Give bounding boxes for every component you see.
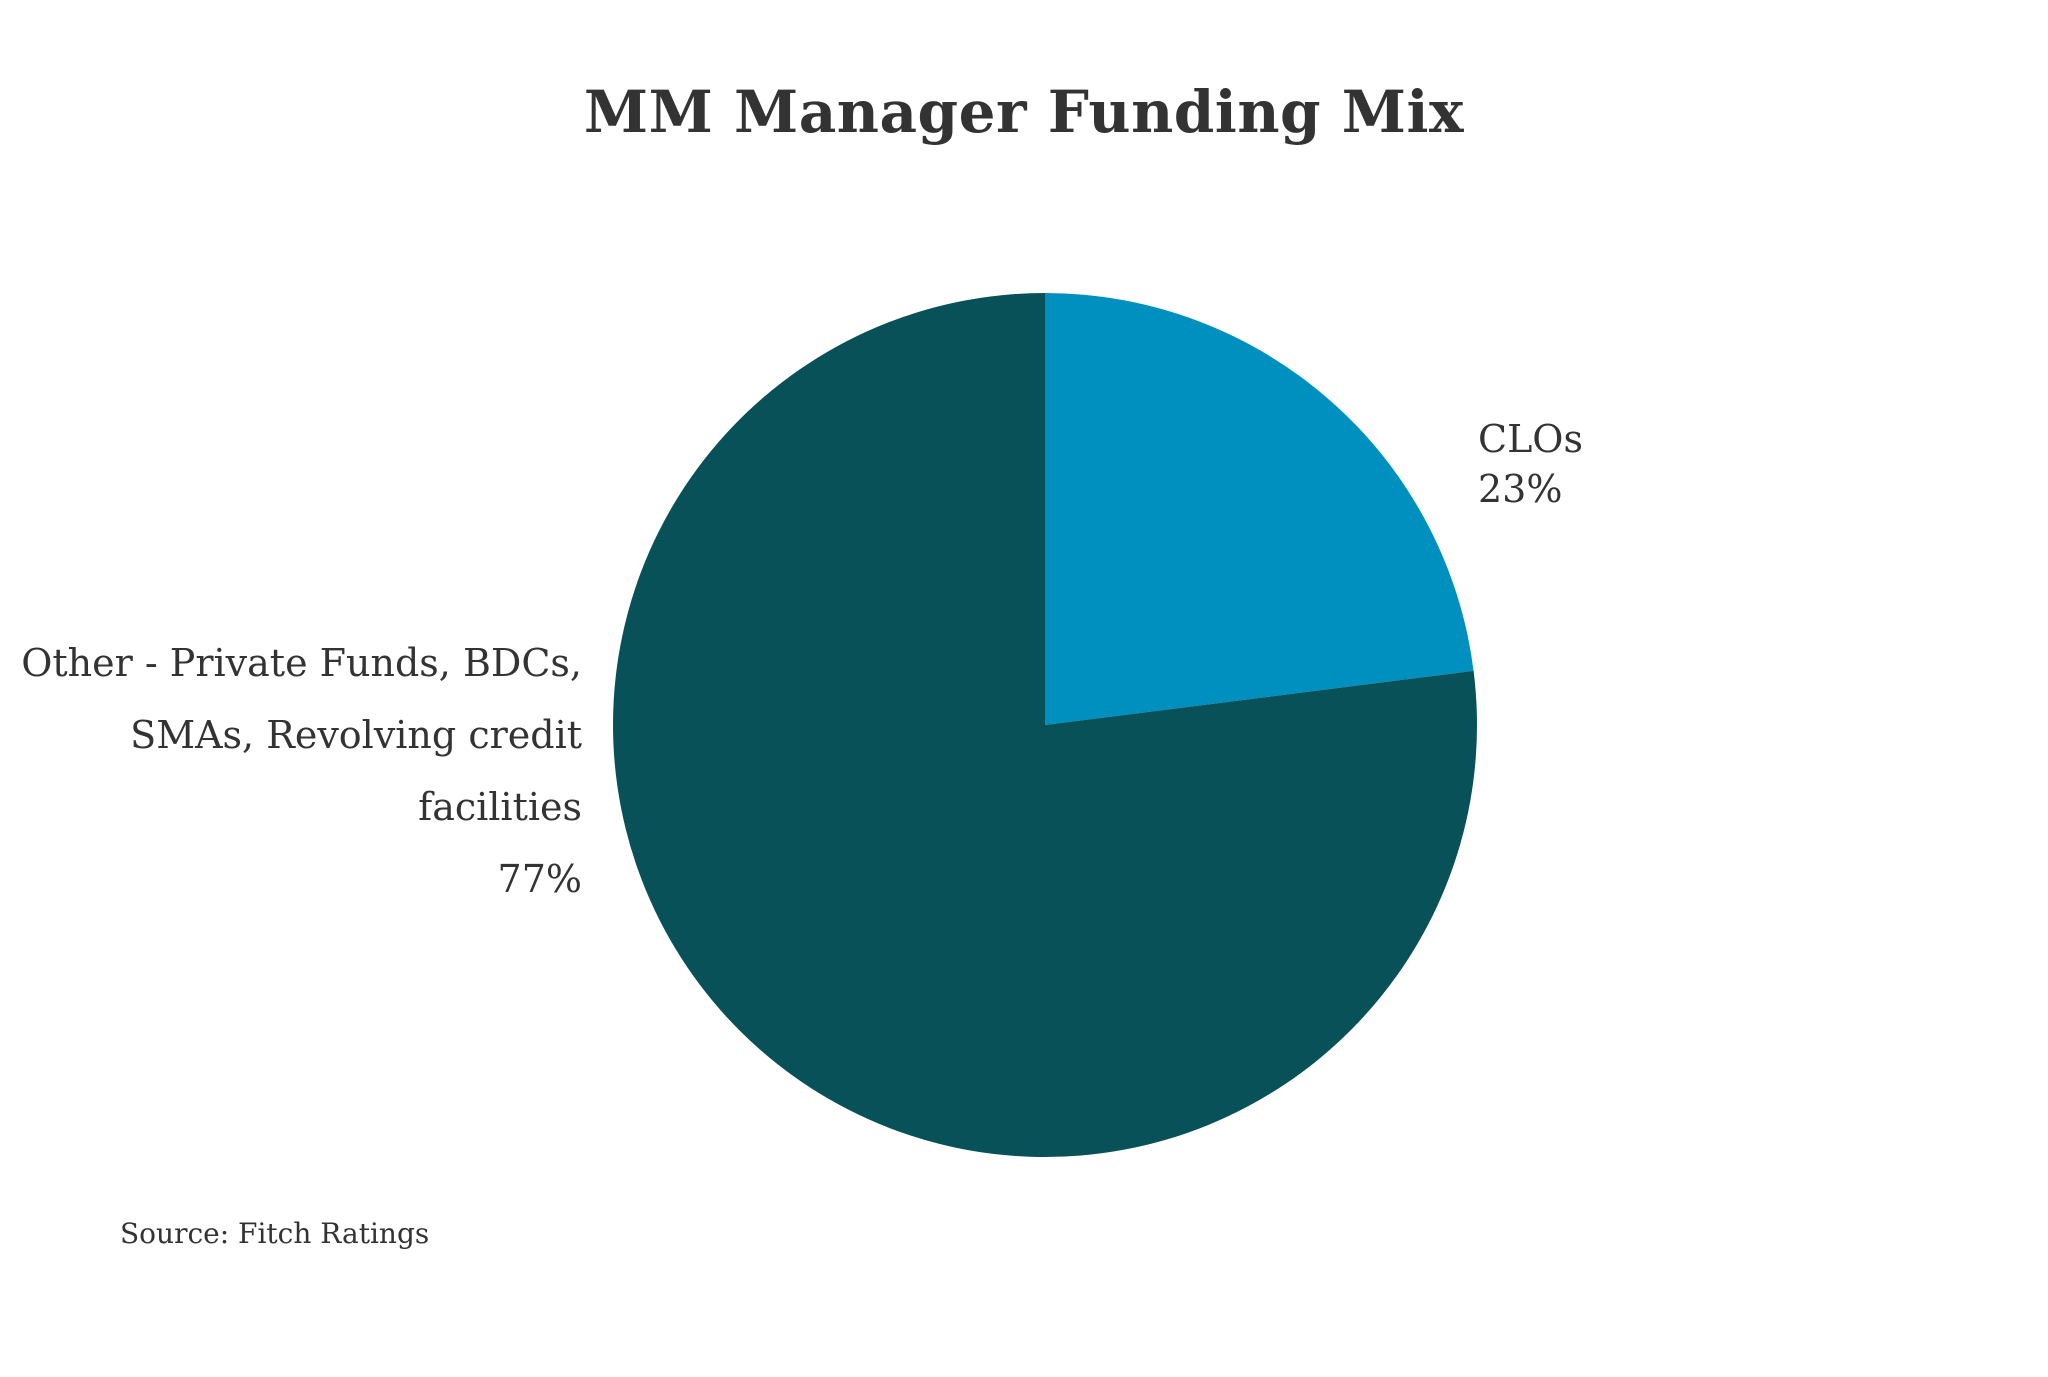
pie-slices: [612, 293, 1477, 1157]
slice-label-clos: CLOs 23%: [1478, 414, 1583, 514]
slice-label-clos-value: 23%: [1478, 467, 1563, 511]
slice-label-other-line-2: SMAs, Revolving credit: [130, 713, 582, 757]
chart-title: MM Manager Funding Mix: [583, 78, 1465, 146]
slice-label-other-line-1: Other - Private Funds, BDCs,: [21, 641, 582, 685]
source-note: Source: Fitch Ratings: [120, 1217, 430, 1250]
slice-label-clos-name: CLOs: [1478, 417, 1583, 461]
pie-slice-other: [612, 293, 1477, 1157]
slice-label-other-value: 77%: [497, 857, 582, 901]
slice-label-other-line-3: facilities: [418, 785, 582, 829]
slice-label-other: Other - Private Funds, BDCs, SMAs, Revol…: [0, 627, 582, 915]
pie-slice-clos: [1045, 293, 1474, 725]
